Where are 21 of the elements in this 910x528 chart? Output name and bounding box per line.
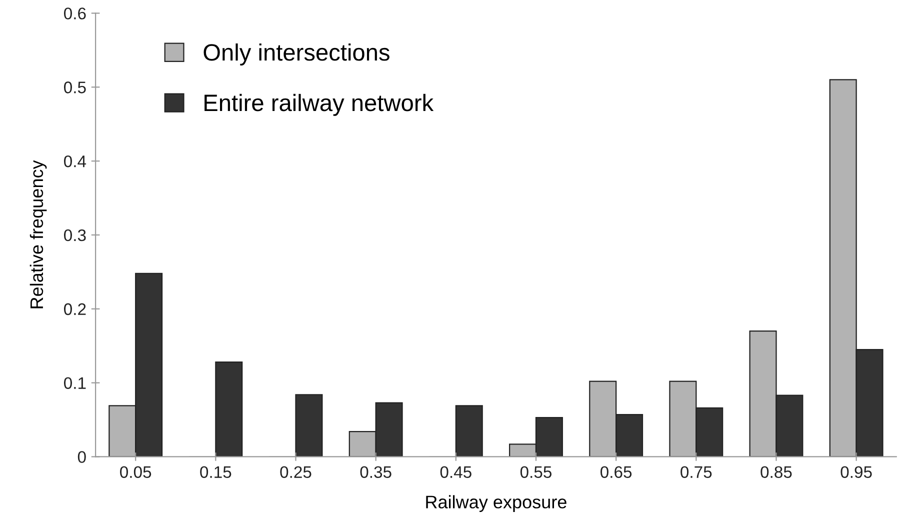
x-tick-label: 0.25 — [280, 466, 312, 478]
y-tick-label: 0.3 — [64, 229, 86, 242]
x-tick-label: 0.45 — [440, 466, 472, 478]
x-tick-label: 0.65 — [600, 466, 632, 478]
x-tick-label: 0.15 — [200, 466, 232, 478]
x-tick-label: 0.75 — [680, 466, 712, 478]
y-tick-label: 0.5 — [64, 82, 86, 94]
y-tick-label: 0.1 — [64, 377, 86, 390]
y-tick-label: 0.2 — [64, 303, 86, 316]
legend-label: Entire railway network — [204, 94, 434, 116]
y-tick-label: 0 — [78, 451, 86, 463]
legend-label: Only intersections — [204, 43, 390, 66]
x-tick-label: 0.55 — [520, 466, 552, 478]
x-axis-title: Railway exposure — [426, 495, 566, 512]
x-tick-label: 0.05 — [120, 466, 152, 478]
x-tick-label: 0.95 — [840, 466, 872, 478]
x-tick-label: 0.85 — [760, 466, 792, 478]
y-tick-label: 0.4 — [64, 155, 86, 168]
y-axis-title: Relative frequency — [30, 160, 47, 308]
y-tick-label: 0.6 — [64, 8, 86, 20]
x-tick-label: 0.35 — [360, 466, 392, 478]
